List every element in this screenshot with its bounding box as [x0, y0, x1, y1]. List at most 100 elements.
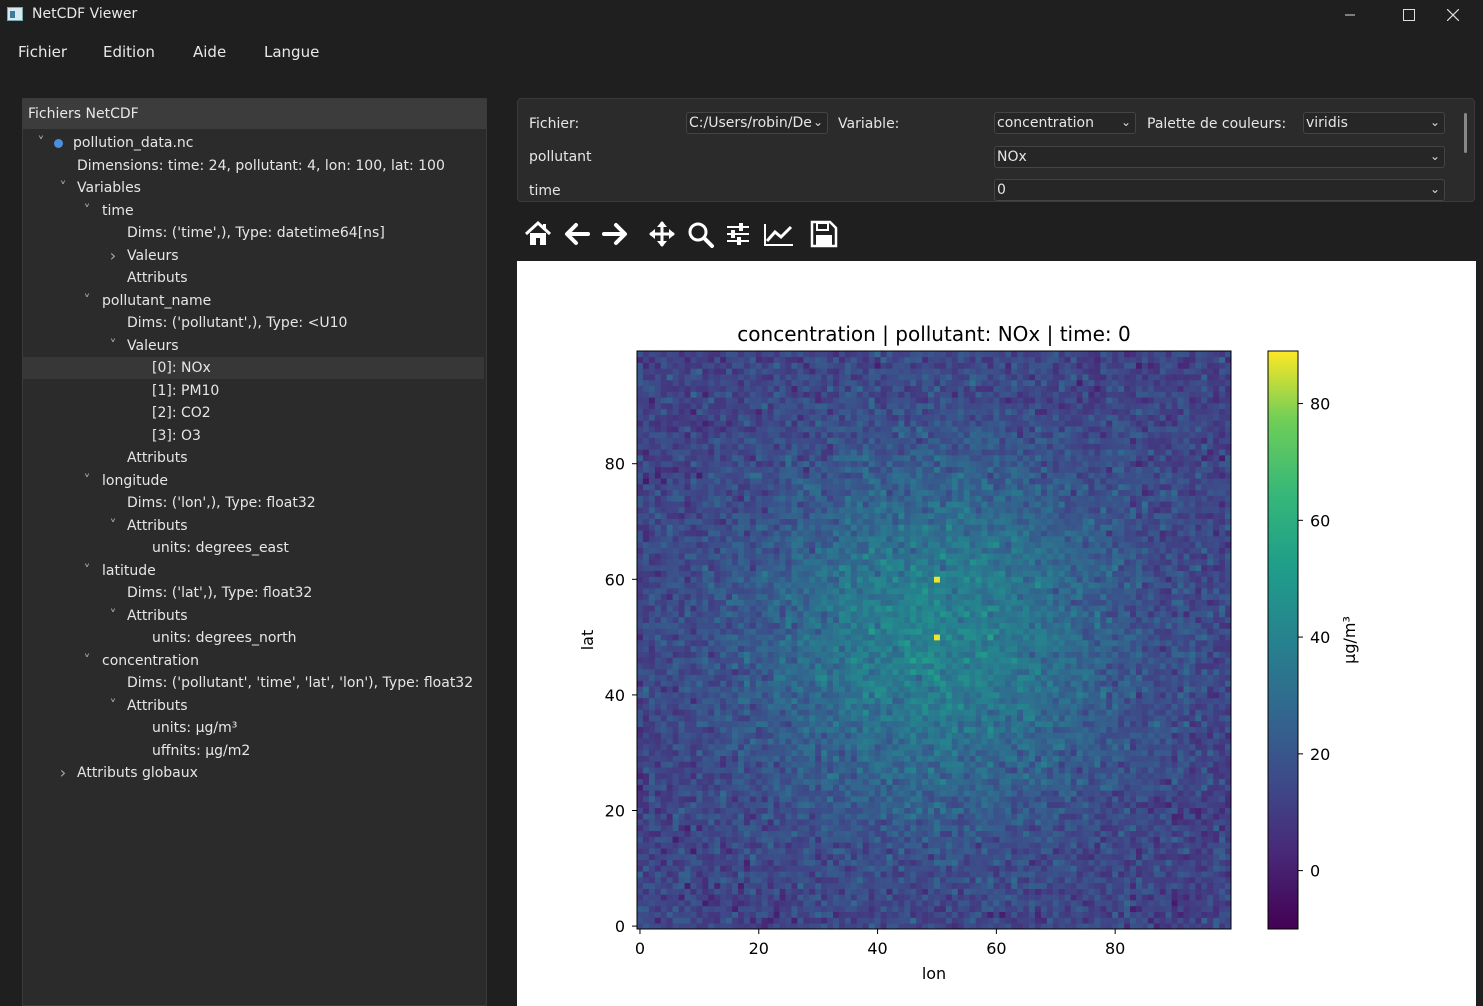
heatmap-cell — [1005, 819, 1012, 826]
heatmap-cell — [726, 703, 733, 710]
heatmap-cell — [737, 645, 745, 652]
configure-subplots-button[interactable] — [724, 220, 754, 248]
tree-row[interactable]: Dims: ('pollutant',), Type: <U10 — [23, 312, 484, 334]
tree-row[interactable]: units: degrees_north — [23, 627, 484, 649]
chevron-down-icon[interactable]: ˅ — [83, 652, 91, 669]
variable-select[interactable]: concentration ⌄ — [994, 112, 1136, 134]
heatmap-cell — [666, 767, 673, 774]
heatmap-cell — [1153, 651, 1161, 658]
pan-button[interactable] — [647, 220, 677, 248]
heatmap-cell — [755, 778, 763, 785]
heatmap-cell — [749, 767, 757, 774]
heatmap-cell — [1201, 732, 1208, 739]
tree-row[interactable]: Dimensions: time: 24, pollutant: 4, lon:… — [23, 155, 484, 177]
chevron-down-icon[interactable]: ˅ — [59, 180, 67, 196]
menu-fichier[interactable]: Fichier — [18, 43, 68, 61]
heatmap-cell — [850, 732, 858, 739]
tree-row[interactable]: Dims: ('lon',), Type: float32 — [23, 492, 484, 514]
palette-select[interactable]: viridis ⌄ — [1303, 112, 1445, 134]
tree-row[interactable]: Dims: ('time',), Type: datetime64[ns] — [23, 222, 484, 244]
tree-row[interactable]: uffnits: µg/m2 — [23, 740, 484, 762]
menu-aide[interactable]: Aide — [193, 43, 227, 61]
tree-row[interactable]: ˅ pollution_data.nc — [23, 132, 484, 154]
tree-row[interactable]: ˅ Attributs — [23, 515, 484, 537]
chevron-down-icon[interactable]: ˅ — [109, 607, 117, 624]
menu-edition[interactable]: Edition — [103, 43, 155, 61]
heatmap-cell — [785, 726, 792, 733]
chevron-right-icon[interactable]: › — [109, 245, 117, 265]
heatmap-cell — [702, 807, 709, 814]
plot-canvas[interactable]: concentration | pollutant: NOx | time: 0… — [517, 261, 1476, 1006]
chevron-down-icon[interactable]: ˅ — [37, 135, 45, 151]
heatmap-cell — [868, 871, 875, 878]
heatmap-cell — [993, 703, 1000, 710]
heatmap-chart[interactable]: concentration | pollutant: NOx | time: 0… — [517, 261, 1476, 1006]
back-button[interactable] — [562, 220, 592, 248]
heatmap-cell — [637, 836, 644, 843]
tree-row[interactable]: ˅ Variables — [23, 177, 484, 199]
tree-row[interactable]: [2]: CO2 — [23, 402, 484, 424]
edit-axis-button[interactable] — [763, 220, 793, 248]
chevron-down-icon[interactable]: ˅ — [83, 292, 91, 309]
tree-row[interactable]: [0]: NOx — [23, 357, 484, 379]
heatmap-cell — [833, 715, 840, 722]
chevron-down-icon[interactable]: ˅ — [109, 697, 117, 714]
heatmap-cell — [833, 923, 840, 930]
heatmap-cell — [648, 836, 656, 843]
file-select[interactable]: C:/Users/robin/De ⌄ — [686, 112, 828, 134]
heatmap-cell — [993, 663, 1000, 670]
chevron-right-icon[interactable]: › — [59, 763, 67, 782]
close-button[interactable] — [1423, 0, 1483, 30]
tree-row[interactable]: ˅ time — [23, 200, 484, 222]
tree-row[interactable]: ˅ concentration — [23, 650, 484, 672]
heatmap-cell — [939, 807, 947, 814]
tree-row[interactable]: Dims: ('lat',), Type: float32 — [23, 582, 484, 604]
maximize-button[interactable] — [1379, 0, 1439, 30]
heatmap-cell — [1195, 813, 1202, 820]
heatmap-cell — [1011, 842, 1018, 849]
zoom-button[interactable] — [686, 220, 716, 248]
heatmap-cell — [1195, 674, 1202, 681]
heatmap-cell — [720, 738, 727, 745]
forward-button[interactable] — [600, 220, 630, 248]
heatmap-cell — [922, 767, 929, 774]
tree-row[interactable]: [3]: O3 — [23, 425, 484, 447]
heatmap-cell — [993, 888, 1000, 895]
controls-scrollbar[interactable] — [1464, 113, 1467, 153]
tree-row[interactable]: ˅ Valeurs — [23, 335, 484, 357]
chevron-down-icon[interactable]: ˅ — [83, 202, 91, 219]
time-select[interactable]: 0 ⌄ — [994, 179, 1445, 201]
heatmap-cell — [797, 882, 804, 889]
heatmap-cell — [708, 697, 715, 704]
tree-row[interactable]: › Attributs globaux — [23, 762, 484, 784]
tree-row[interactable]: ˅ Attributs — [23, 695, 484, 717]
pollutant-select[interactable]: NOx ⌄ — [994, 146, 1445, 168]
tree-row[interactable]: ˅ Attributs — [23, 605, 484, 627]
tree-row[interactable]: › Valeurs — [23, 245, 484, 267]
tree-row[interactable]: ˅ latitude — [23, 560, 484, 582]
tree-row[interactable]: Dims: ('pollutant', 'time', 'lat', 'lon'… — [23, 672, 484, 694]
heatmap-cell — [637, 657, 644, 664]
minimize-button[interactable] — [1320, 0, 1380, 30]
heatmap-cell — [1207, 651, 1214, 658]
home-button[interactable] — [523, 220, 553, 248]
heatmap-cell — [1106, 813, 1113, 820]
tree-row[interactable]: ˅ pollutant_name — [23, 290, 484, 312]
tree-row[interactable]: ˅ longitude — [23, 470, 484, 492]
tree-row[interactable]: units: µg/m³ — [23, 717, 484, 739]
heatmap-cell — [732, 686, 739, 693]
heatmap-cell — [910, 680, 917, 687]
heatmap-cell — [773, 819, 780, 826]
tree-row[interactable]: [1]: PM10 — [23, 380, 484, 402]
tree-row[interactable]: Attributs — [23, 447, 484, 469]
chevron-down-icon[interactable]: ˅ — [109, 517, 117, 534]
tree-row[interactable]: units: degrees_east — [23, 537, 484, 559]
heatmap-cell — [1040, 663, 1048, 670]
menu-langue[interactable]: Langue — [264, 43, 320, 61]
save-button[interactable] — [809, 220, 839, 248]
heatmap-cell — [749, 645, 757, 652]
tree-row[interactable]: Attributs — [23, 267, 484, 289]
chevron-down-icon[interactable]: ˅ — [109, 337, 117, 354]
chevron-down-icon[interactable]: ˅ — [83, 472, 91, 489]
chevron-down-icon[interactable]: ˅ — [83, 562, 91, 579]
